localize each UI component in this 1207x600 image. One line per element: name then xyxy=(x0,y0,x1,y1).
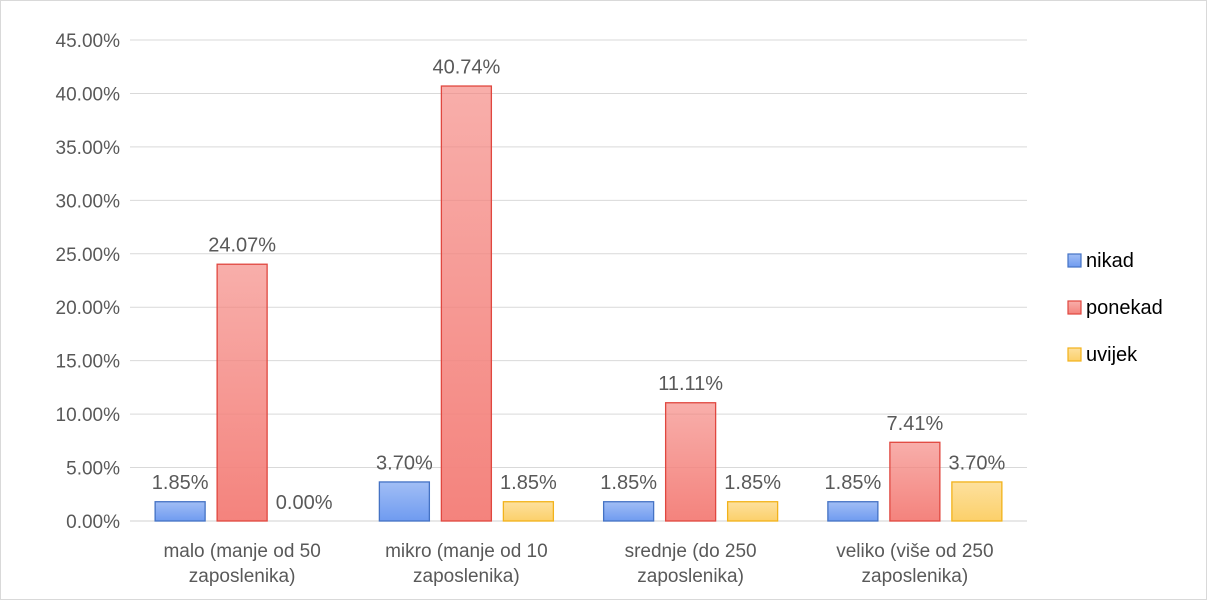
data-label-uvijek: 1.85% xyxy=(500,472,557,494)
data-label-ponekad: 11.11% xyxy=(658,373,723,395)
y-tick-label: 10.00% xyxy=(56,405,121,426)
y-tick-label: 0.00% xyxy=(66,512,120,533)
category-label: zaposlenika) xyxy=(637,566,744,587)
data-label-nikad: 3.70% xyxy=(376,452,433,474)
data-label-nikad: 1.85% xyxy=(152,472,209,494)
data-label-uvijek: 3.70% xyxy=(949,452,1006,474)
category-label: veliko (više od 250 xyxy=(836,541,993,562)
legend-label-ponekad: ponekad xyxy=(1086,297,1163,319)
category-label: zaposlenika) xyxy=(189,566,296,587)
data-label-ponekad: 7.41% xyxy=(887,413,944,435)
y-tick-label: 30.00% xyxy=(56,191,121,212)
bars xyxy=(154,85,1003,522)
bar-ponekad xyxy=(440,85,493,522)
bar-nikad xyxy=(827,501,879,522)
legend-swatch-ponekad xyxy=(1067,300,1082,315)
bar-nikad xyxy=(602,501,655,522)
y-tick-label: 45.00% xyxy=(56,31,121,52)
data-label-uvijek: 1.85% xyxy=(724,472,781,494)
data-labels: 1.85% 24.07% 0.00% 3.70% 40.74% 1.85% 1.85% 11.… xyxy=(152,57,1006,514)
y-axis-tick-labels: 0.00% 5.00% 10.00% 15.00% 20.00% 25.00% 30.00%… xyxy=(56,31,121,533)
category-label: srednje (do 250 xyxy=(625,541,757,562)
bar-ponekad xyxy=(889,441,941,522)
legend-label-uvijek: uvijek xyxy=(1086,344,1138,366)
category-label: mikro (manje od 10 xyxy=(385,541,548,562)
legend-label-nikad: nikad xyxy=(1086,250,1134,272)
legend-swatch-nikad xyxy=(1067,253,1082,268)
legend-swatch-uvijek xyxy=(1067,347,1082,362)
data-label-uvijek: 0.00% xyxy=(276,492,333,514)
legend: nikad ponekad uvijek xyxy=(1067,250,1163,366)
y-tick-label: 25.00% xyxy=(56,245,121,266)
y-tick-label: 5.00% xyxy=(66,459,120,480)
bar-ponekad xyxy=(216,263,268,522)
y-tick-label: 20.00% xyxy=(56,298,121,319)
y-tick-label: 40.00% xyxy=(56,84,121,105)
bar-nikad xyxy=(154,501,206,522)
category-label: malo (manje od 50 xyxy=(163,541,320,562)
y-tick-label: 15.00% xyxy=(56,352,121,373)
data-label-nikad: 1.85% xyxy=(600,472,657,494)
x-axis-category-labels: malo (manje od 50 zaposlenika) mikro (manj… xyxy=(163,541,993,587)
bar-ponekad xyxy=(664,402,717,522)
data-label-ponekad: 40.74% xyxy=(432,57,500,79)
y-tick-label: 35.00% xyxy=(56,138,121,159)
data-label-nikad: 1.85% xyxy=(825,472,882,494)
bar-nikad xyxy=(378,481,431,522)
category-label: zaposlenika) xyxy=(862,566,969,587)
data-label-ponekad: 24.07% xyxy=(208,235,276,257)
bar-uvijek xyxy=(726,501,779,522)
category-label: zaposlenika) xyxy=(413,566,520,587)
bar-uvijek xyxy=(951,481,1003,522)
bar-uvijek xyxy=(502,501,555,522)
